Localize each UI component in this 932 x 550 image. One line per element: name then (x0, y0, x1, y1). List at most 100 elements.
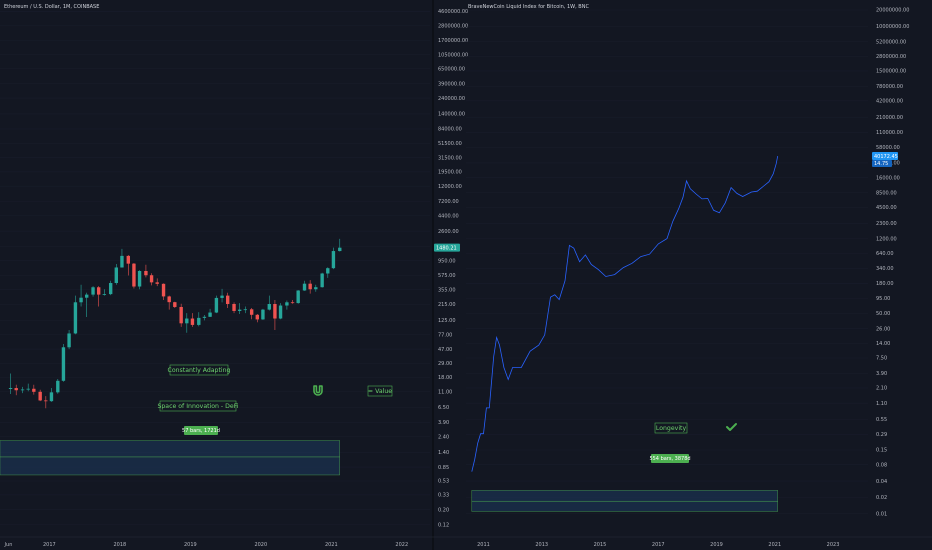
eth-candle[interactable] (208, 312, 212, 317)
note-space-of-innovation-box[interactable] (159, 400, 237, 412)
eth-candle[interactable] (179, 306, 183, 324)
eth-y-tick-label: 47.00 (438, 347, 452, 353)
note-constantly-adapting-box[interactable] (169, 364, 229, 376)
eth-candle[interactable] (243, 309, 248, 311)
eth-candle[interactable] (249, 309, 254, 315)
btc-y-tick-label: 780000.00 (876, 84, 903, 90)
eth-candle[interactable] (20, 389, 25, 391)
eth-y-tick-label: 650000.00 (438, 66, 465, 72)
eth-candle[interactable] (132, 263, 136, 287)
eth-candle[interactable] (126, 255, 130, 264)
magnet-icon (313, 385, 323, 396)
eth-candle[interactable] (331, 251, 336, 269)
eth-candle[interactable] (261, 309, 265, 320)
btc-x-tick-label: 2015 (594, 542, 607, 548)
btc-last-price-tag (872, 152, 898, 161)
eth-y-tick-label: 575.00 (438, 273, 456, 279)
eth-measure-label-box[interactable] (184, 426, 218, 435)
note-longevity-box[interactable] (654, 422, 688, 434)
eth-candle[interactable] (61, 347, 66, 381)
btc-x-tick-label: 2017 (652, 542, 665, 548)
eth-candle[interactable] (38, 391, 42, 401)
eth-y-tick-label: 84000.00 (438, 127, 462, 133)
btc-y-tick-label: 50.00 (876, 311, 890, 317)
eth-candle[interactable] (67, 333, 71, 348)
eth-candle[interactable] (91, 287, 95, 295)
eth-candle[interactable] (96, 287, 101, 295)
btc-measure-box[interactable] (471, 490, 778, 512)
eth-candle[interactable] (190, 318, 195, 325)
eth-y-tick-label: 1700000.00 (438, 38, 468, 44)
eth-candle[interactable] (73, 302, 78, 334)
note-value-box[interactable] (367, 385, 393, 397)
eth-last-price-label: 1480.21 (436, 245, 457, 251)
eth-candle[interactable] (14, 388, 18, 391)
eth-candle[interactable] (273, 303, 277, 319)
check-icon (726, 423, 737, 431)
eth-candle[interactable] (185, 318, 189, 324)
eth-candle[interactable] (302, 283, 307, 291)
eth-candle[interactable] (173, 302, 177, 307)
eth-y-tick-label: 31500.00 (438, 155, 462, 161)
eth-candle[interactable] (285, 302, 289, 306)
btc-y-tick-label: 1500000.00 (876, 69, 906, 75)
eth-candle[interactable] (225, 295, 230, 304)
eth-candle[interactable] (56, 380, 60, 393)
eth-candle[interactable] (232, 303, 236, 311)
btc-y-tick-label: 3.90 (876, 371, 887, 377)
eth-candle[interactable] (85, 294, 89, 298)
eth-candle[interactable] (108, 283, 113, 295)
eth-y-tick-label: 1050000.00 (438, 52, 468, 58)
eth-y-tick-label: 0.85 (438, 465, 449, 471)
eth-candle[interactable] (102, 294, 107, 295)
eth-candle[interactable] (167, 296, 171, 303)
eth-candle[interactable] (8, 388, 13, 390)
btc-chart-title: BraveNewCoin Liquid Index for Bitcoin, 1… (468, 4, 589, 10)
btc-y-tick-label: 4500.00 (876, 205, 897, 211)
btc-y-tick-label: 26.00 (876, 326, 890, 332)
eth-measure-box[interactable] (0, 440, 340, 476)
eth-candle[interactable] (161, 283, 166, 297)
eth-candle[interactable] (320, 273, 324, 288)
eth-candle[interactable] (149, 275, 154, 283)
eth-candle[interactable] (44, 400, 48, 402)
eth-candle[interactable] (314, 287, 318, 290)
eth-candle[interactable] (278, 305, 283, 319)
eth-candle[interactable] (26, 388, 30, 390)
eth-candle[interactable] (220, 295, 224, 298)
eth-x-tick-label: 2017 (43, 542, 56, 548)
eth-candle[interactable] (137, 270, 142, 287)
btc-y-tick-label: 7.50 (876, 356, 887, 362)
eth-y-tick-label: 4600000.00 (438, 9, 468, 15)
eth-candle[interactable] (155, 282, 159, 284)
eth-y-tick-label: 950.00 (438, 258, 456, 264)
eth-candle[interactable] (144, 270, 148, 276)
eth-candle[interactable] (114, 267, 119, 284)
btc-y-tick-label: 14.00 (876, 341, 890, 347)
eth-candle[interactable] (308, 283, 312, 290)
eth-candle[interactable] (202, 316, 207, 318)
eth-x-tick-label: 2020 (254, 542, 267, 548)
btc-measure-label-box[interactable] (651, 454, 689, 463)
eth-candle[interactable] (338, 247, 342, 252)
eth-candle[interactable] (326, 268, 330, 274)
btc-y-tick-label: 0.01 (876, 511, 887, 517)
eth-candle[interactable] (120, 255, 124, 268)
eth-candle[interactable] (296, 290, 300, 304)
eth-candle[interactable] (237, 309, 242, 311)
eth-y-tick-label: 12000.00 (438, 184, 462, 190)
eth-candle[interactable] (49, 392, 54, 402)
btc-y-tick-label: 180.00 (876, 281, 894, 287)
eth-candle[interactable] (267, 303, 271, 310)
eth-candle[interactable] (214, 297, 219, 313)
eth-candle[interactable] (255, 314, 259, 320)
eth-candle[interactable] (79, 297, 83, 303)
eth-y-tick-label: 7200.00 (438, 199, 459, 205)
btc-price-line[interactable] (471, 156, 779, 472)
eth-y-tick-label: 140000.00 (438, 112, 465, 118)
eth-candle[interactable] (197, 317, 201, 325)
eth-candle[interactable] (290, 302, 295, 304)
eth-candle[interactable] (32, 388, 36, 392)
btc-y-tick-label: 1.10 (876, 401, 887, 407)
